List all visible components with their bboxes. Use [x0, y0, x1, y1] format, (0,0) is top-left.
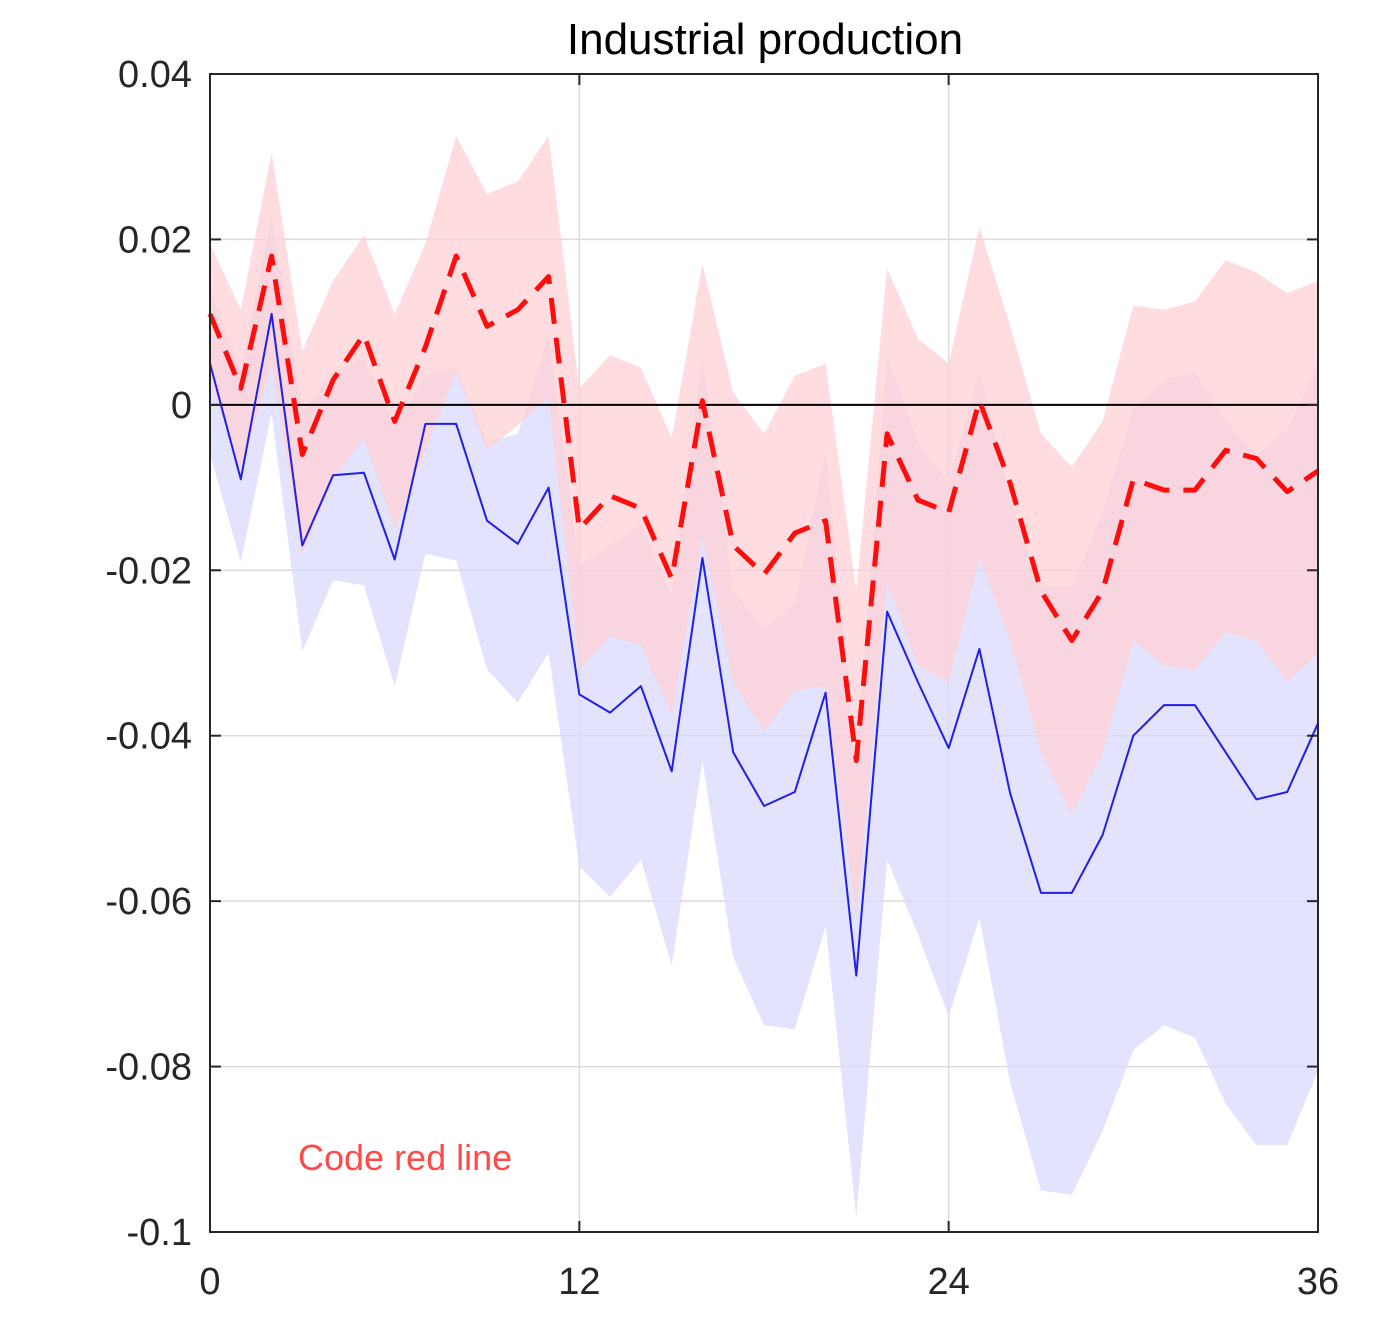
series-line-solid [209, 312, 1319, 977]
y-tick-label: -0.04 [105, 716, 192, 758]
series-line-dashed [207, 253, 1320, 763]
y-tick-label: 0.02 [118, 219, 192, 261]
y-tick-label: -0.08 [105, 1047, 192, 1089]
chart-title: Industrial production [567, 15, 963, 64]
y-tick-label: 0.04 [118, 54, 192, 96]
tick-label-layer: 0 12 24 36 0.04 0.02 0 -0.02 -0.04 -0.06 -0.08 -0.1 [105, 54, 1339, 1303]
x-tick-label: 36 [1297, 1261, 1339, 1303]
chart-annotation: Code red line [298, 1137, 512, 1178]
line-layer [207, 253, 1320, 977]
band-layer [210, 136, 1318, 1218]
y-tick-label: 0 [171, 385, 192, 427]
axes-box [209, 73, 1319, 1233]
tick-mark-layer [209, 73, 1319, 1233]
y-tick-label: -0.02 [105, 550, 192, 592]
x-tick-label: 0 [199, 1261, 220, 1303]
y-tick-label: -0.1 [127, 1212, 192, 1254]
y-tick-label: -0.06 [105, 881, 192, 923]
x-tick-label: 12 [558, 1261, 600, 1303]
confidence-band-dashed [210, 136, 1318, 918]
x-tick-label: 24 [928, 1261, 970, 1303]
